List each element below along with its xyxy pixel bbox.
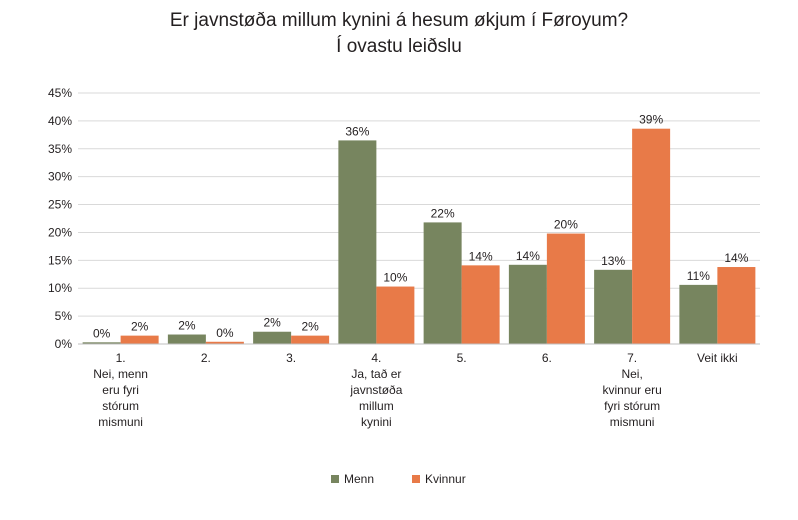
bar-kvinnur xyxy=(376,286,415,344)
bar-menn xyxy=(508,264,547,344)
bar-kvinnur xyxy=(717,267,756,344)
y-tick-label: 35% xyxy=(48,142,72,156)
legend-label-menn: Menn xyxy=(344,472,374,486)
bar-kvinnur xyxy=(291,335,330,344)
bar-menn xyxy=(167,334,206,344)
data-label: 36% xyxy=(345,124,369,138)
x-category-label-line: stórum xyxy=(102,399,139,413)
y-tick-label: 45% xyxy=(48,86,72,100)
chart-title-line-2: Í ovastu leiðslu xyxy=(336,36,462,57)
x-category-label-line: 7. xyxy=(627,351,637,365)
x-category-label-line: kynini xyxy=(361,415,392,429)
y-tick-label: 30% xyxy=(48,170,72,184)
data-label: 13% xyxy=(601,254,625,268)
y-axis-ticks: 0% 5% 10% 15% 20% 25% 30% 35% 40% 45% xyxy=(48,86,72,351)
data-label: 2% xyxy=(131,320,149,334)
x-category-label-line: 3. xyxy=(286,351,296,365)
bar-menn xyxy=(594,269,633,344)
bar-kvinnur xyxy=(120,335,159,344)
data-label: 2% xyxy=(263,316,281,330)
y-tick-label: 25% xyxy=(48,198,72,212)
data-label: 39% xyxy=(639,113,663,127)
chart-title: Er javnstøða millum kynini á hesum økjum… xyxy=(170,10,628,57)
x-axis-category-labels: 1. Nei, menn eru fyri stórum mismuni 2. 3. 4. Ja… xyxy=(93,351,737,429)
x-category-label: 5. xyxy=(457,351,467,365)
y-tick-label: 40% xyxy=(48,114,72,128)
x-category-label-line: eru fyri xyxy=(102,383,139,397)
x-category-label-line: mismuni xyxy=(98,415,143,429)
bar-kvinnur xyxy=(461,265,500,344)
data-label: 0% xyxy=(93,326,111,340)
data-label: 2% xyxy=(301,320,319,334)
x-category-label-line: Veit ikki xyxy=(697,351,738,365)
x-category-label-line: mismuni xyxy=(610,415,655,429)
data-labels: 0% 2% 2% 0% 2% 2% 36% 10% 22% 14% 14% 20% 13% 39% 11% 1… xyxy=(93,113,749,341)
data-label: 22% xyxy=(431,206,455,220)
bars xyxy=(82,128,756,344)
data-label: 20% xyxy=(554,218,578,232)
bar-menn xyxy=(679,284,718,344)
y-tick-label: 15% xyxy=(48,253,72,267)
bar-menn xyxy=(423,222,462,344)
x-category-label-line: millum xyxy=(359,399,394,413)
y-tick-label: 10% xyxy=(48,281,72,295)
x-category-label-line: 4. xyxy=(371,351,381,365)
x-category-label: 6. xyxy=(542,351,552,365)
x-category-label-line: javnstøða xyxy=(349,383,402,397)
y-tick-label: 20% xyxy=(48,225,72,239)
x-category-label: 3. xyxy=(286,351,296,365)
y-tick-label: 0% xyxy=(55,337,73,351)
gridlines xyxy=(78,92,760,317)
chart-title-line-1: Er javnstøða millum kynini á hesum økjum… xyxy=(170,10,628,31)
data-label: 10% xyxy=(383,271,407,285)
x-category-label-line: kvinnur eru xyxy=(602,383,661,397)
x-category-label: 4. Ja, tað er javnstøða millum kynini xyxy=(349,351,402,429)
data-label: 0% xyxy=(216,326,234,340)
data-label: 14% xyxy=(724,251,748,265)
x-category-label-line: Nei, xyxy=(621,367,642,381)
x-category-label-line: 5. xyxy=(457,351,467,365)
bar-kvinnur xyxy=(205,341,244,344)
bar-menn xyxy=(82,342,121,344)
x-category-label: 2. xyxy=(201,351,211,365)
x-category-label-line: 1. xyxy=(116,351,126,365)
legend: Menn Kvinnur xyxy=(331,472,466,486)
x-category-label: 1. Nei, menn eru fyri stórum mismuni xyxy=(93,351,148,429)
legend-swatch-kvinnur xyxy=(412,475,420,483)
data-label: 14% xyxy=(516,249,540,263)
x-category-label-line: Ja, tað er xyxy=(351,367,401,381)
y-tick-label: 5% xyxy=(55,309,73,323)
x-category-label: Veit ikki xyxy=(697,351,738,365)
legend-label-kvinnur: Kvinnur xyxy=(425,472,466,486)
data-label: 11% xyxy=(687,269,710,283)
data-label: 2% xyxy=(178,319,196,333)
x-category-label-line: 2. xyxy=(201,351,211,365)
x-category-label: 7. Nei, kvinnur eru fyri stórum mismuni xyxy=(602,351,661,429)
x-category-label-line: Nei, menn xyxy=(93,367,148,381)
bar-kvinnur xyxy=(632,128,671,344)
bar-menn xyxy=(253,331,292,344)
legend-swatch-menn xyxy=(331,475,339,483)
x-category-label-line: fyri stórum xyxy=(604,399,660,413)
bar-kvinnur xyxy=(546,233,585,344)
x-category-label-line: 6. xyxy=(542,351,552,365)
data-label: 14% xyxy=(469,249,493,263)
bar-menn xyxy=(338,140,377,344)
